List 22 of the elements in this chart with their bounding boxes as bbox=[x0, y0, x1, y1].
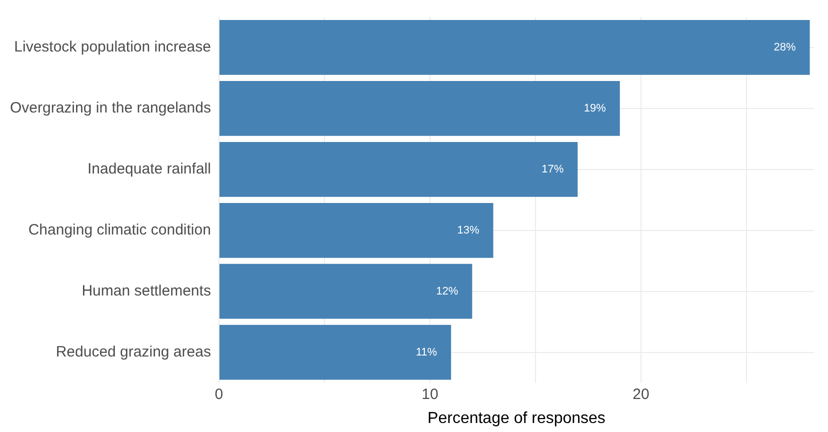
data-label: 12% bbox=[436, 285, 458, 298]
x-tick-label: 20 bbox=[632, 386, 650, 403]
y-tick-label: Changing climatic condition bbox=[28, 222, 211, 239]
x-tick-label: 10 bbox=[422, 386, 438, 403]
data-label: 13% bbox=[457, 224, 480, 236]
bar bbox=[219, 20, 810, 75]
data-label: 11% bbox=[416, 346, 438, 358]
data-label: 28% bbox=[774, 42, 796, 54]
x-axis-title: Percentage of responses bbox=[428, 410, 606, 427]
data-label: 17% bbox=[542, 163, 564, 176]
y-tick-label: Human settlements bbox=[82, 282, 211, 300]
data-label: 19% bbox=[584, 102, 606, 114]
bar bbox=[219, 264, 472, 319]
bar bbox=[219, 81, 620, 136]
y-tick-label: Inadequate rainfall bbox=[88, 160, 211, 178]
bar bbox=[219, 324, 452, 380]
bar bbox=[219, 202, 494, 258]
bar bbox=[219, 142, 578, 197]
y-tick-label: Overgrazing in the rangelands bbox=[10, 100, 211, 117]
y-tick-label: Reduced grazing areas bbox=[56, 343, 211, 360]
x-tick-label: 0 bbox=[214, 386, 224, 403]
y-tick-label: Livestock population increase bbox=[14, 38, 211, 56]
